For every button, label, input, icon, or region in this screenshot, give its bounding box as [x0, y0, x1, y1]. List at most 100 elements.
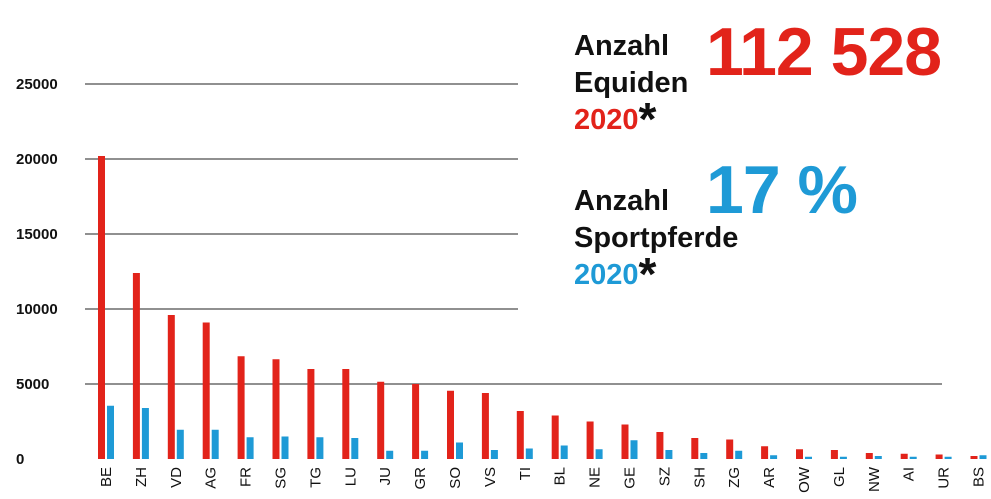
bar	[944, 456, 952, 459]
bar	[551, 415, 559, 459]
bar	[839, 456, 847, 459]
annotation-line: Equiden	[574, 67, 688, 99]
bar	[979, 455, 987, 459]
x-tick-label: VS	[482, 467, 499, 487]
bar	[412, 384, 420, 459]
x-tick-label: LU	[342, 467, 359, 486]
annotation-text: Anzahl	[574, 30, 669, 62]
annotation-line: Anzahl	[574, 30, 669, 62]
x-tick-label: UR	[936, 467, 953, 489]
x-tick-label: ZH	[133, 467, 150, 487]
bar	[132, 273, 140, 459]
x-tick-label: NE	[587, 467, 604, 488]
headline-figure: 112 528	[706, 14, 941, 90]
bar	[246, 437, 254, 459]
bar	[202, 322, 210, 459]
bar	[316, 437, 324, 459]
bar	[490, 450, 498, 459]
bar	[481, 393, 489, 459]
headline-figure: 17 %	[706, 152, 857, 228]
x-tick-label: AI	[901, 467, 918, 481]
x-tick-label: BS	[971, 467, 988, 487]
x-tick-label: NW	[866, 466, 883, 492]
bar	[770, 455, 778, 459]
y-tick-label: 5000	[16, 376, 49, 393]
annotation-line: Anzahl	[574, 185, 669, 217]
x-tick-label: TG	[307, 467, 324, 488]
x-tick-label: BL	[552, 467, 569, 485]
asterisk: *	[639, 248, 657, 300]
bar	[386, 450, 394, 459]
bar	[909, 456, 917, 459]
bar	[525, 448, 533, 459]
annotation-line: 2020*	[574, 248, 657, 300]
y-tick-label: 15000	[16, 226, 58, 243]
x-tick-label: AG	[203, 467, 220, 489]
bar	[830, 450, 838, 459]
x-tick-label: AR	[761, 467, 778, 488]
y-tick-label: 0	[16, 451, 24, 468]
bar	[272, 359, 280, 459]
bar	[700, 453, 708, 459]
bar	[307, 369, 315, 459]
x-tick-label: VD	[168, 467, 185, 488]
bar	[351, 438, 359, 459]
bar	[874, 456, 882, 459]
bar	[935, 454, 943, 459]
bar	[586, 421, 594, 459]
bar	[796, 449, 803, 459]
x-tick-label: SH	[691, 467, 708, 488]
x-tick-label: ZG	[726, 467, 743, 488]
bar	[665, 450, 673, 459]
asterisk: *	[639, 93, 657, 145]
x-tick-label: GE	[622, 467, 639, 489]
x-tick-label: GR	[412, 467, 429, 490]
annotation-text: Sportpferde	[574, 222, 738, 254]
bar	[141, 408, 149, 459]
bar	[342, 369, 350, 459]
bar	[447, 390, 454, 459]
annotation-line: 2020*	[574, 93, 657, 145]
x-tick-label: FR	[238, 467, 255, 487]
annotation-line: Sportpferde	[574, 222, 738, 254]
bar	[761, 446, 769, 459]
bar	[900, 453, 908, 459]
annotation-text: 2020	[574, 104, 639, 136]
bar	[595, 449, 603, 459]
bar	[237, 356, 245, 459]
annotation-text: Equiden	[574, 67, 688, 99]
bar	[621, 424, 629, 459]
bar	[691, 438, 699, 459]
x-tick-label: SO	[447, 467, 464, 489]
bar	[176, 429, 184, 459]
bar	[560, 445, 568, 459]
bar	[630, 440, 638, 459]
bar	[98, 156, 105, 459]
bar	[211, 429, 219, 459]
x-tick-label: JU	[377, 467, 394, 485]
bar	[107, 405, 114, 459]
bar	[281, 436, 289, 459]
y-tick-label: 10000	[16, 301, 58, 318]
bar	[726, 439, 734, 459]
bar	[167, 315, 175, 459]
bar	[865, 453, 873, 459]
x-tick-label: SZ	[656, 467, 673, 486]
annotation-text: Anzahl	[574, 185, 669, 217]
annotation-text: 2020	[574, 259, 639, 291]
bar	[421, 450, 429, 459]
bar	[656, 432, 664, 459]
x-tick-label: GL	[831, 467, 848, 487]
bar	[516, 411, 524, 459]
x-tick-label: BE	[98, 467, 115, 487]
bar	[735, 450, 743, 459]
bar	[805, 456, 812, 459]
y-tick-label: 25000	[16, 76, 58, 93]
bar	[970, 456, 978, 459]
y-tick-label: 20000	[16, 151, 58, 168]
x-tick-label: SG	[273, 467, 290, 489]
x-tick-label: TI	[517, 467, 534, 480]
x-tick-label: OW	[796, 466, 813, 493]
bar	[456, 442, 463, 459]
bar	[377, 381, 385, 459]
